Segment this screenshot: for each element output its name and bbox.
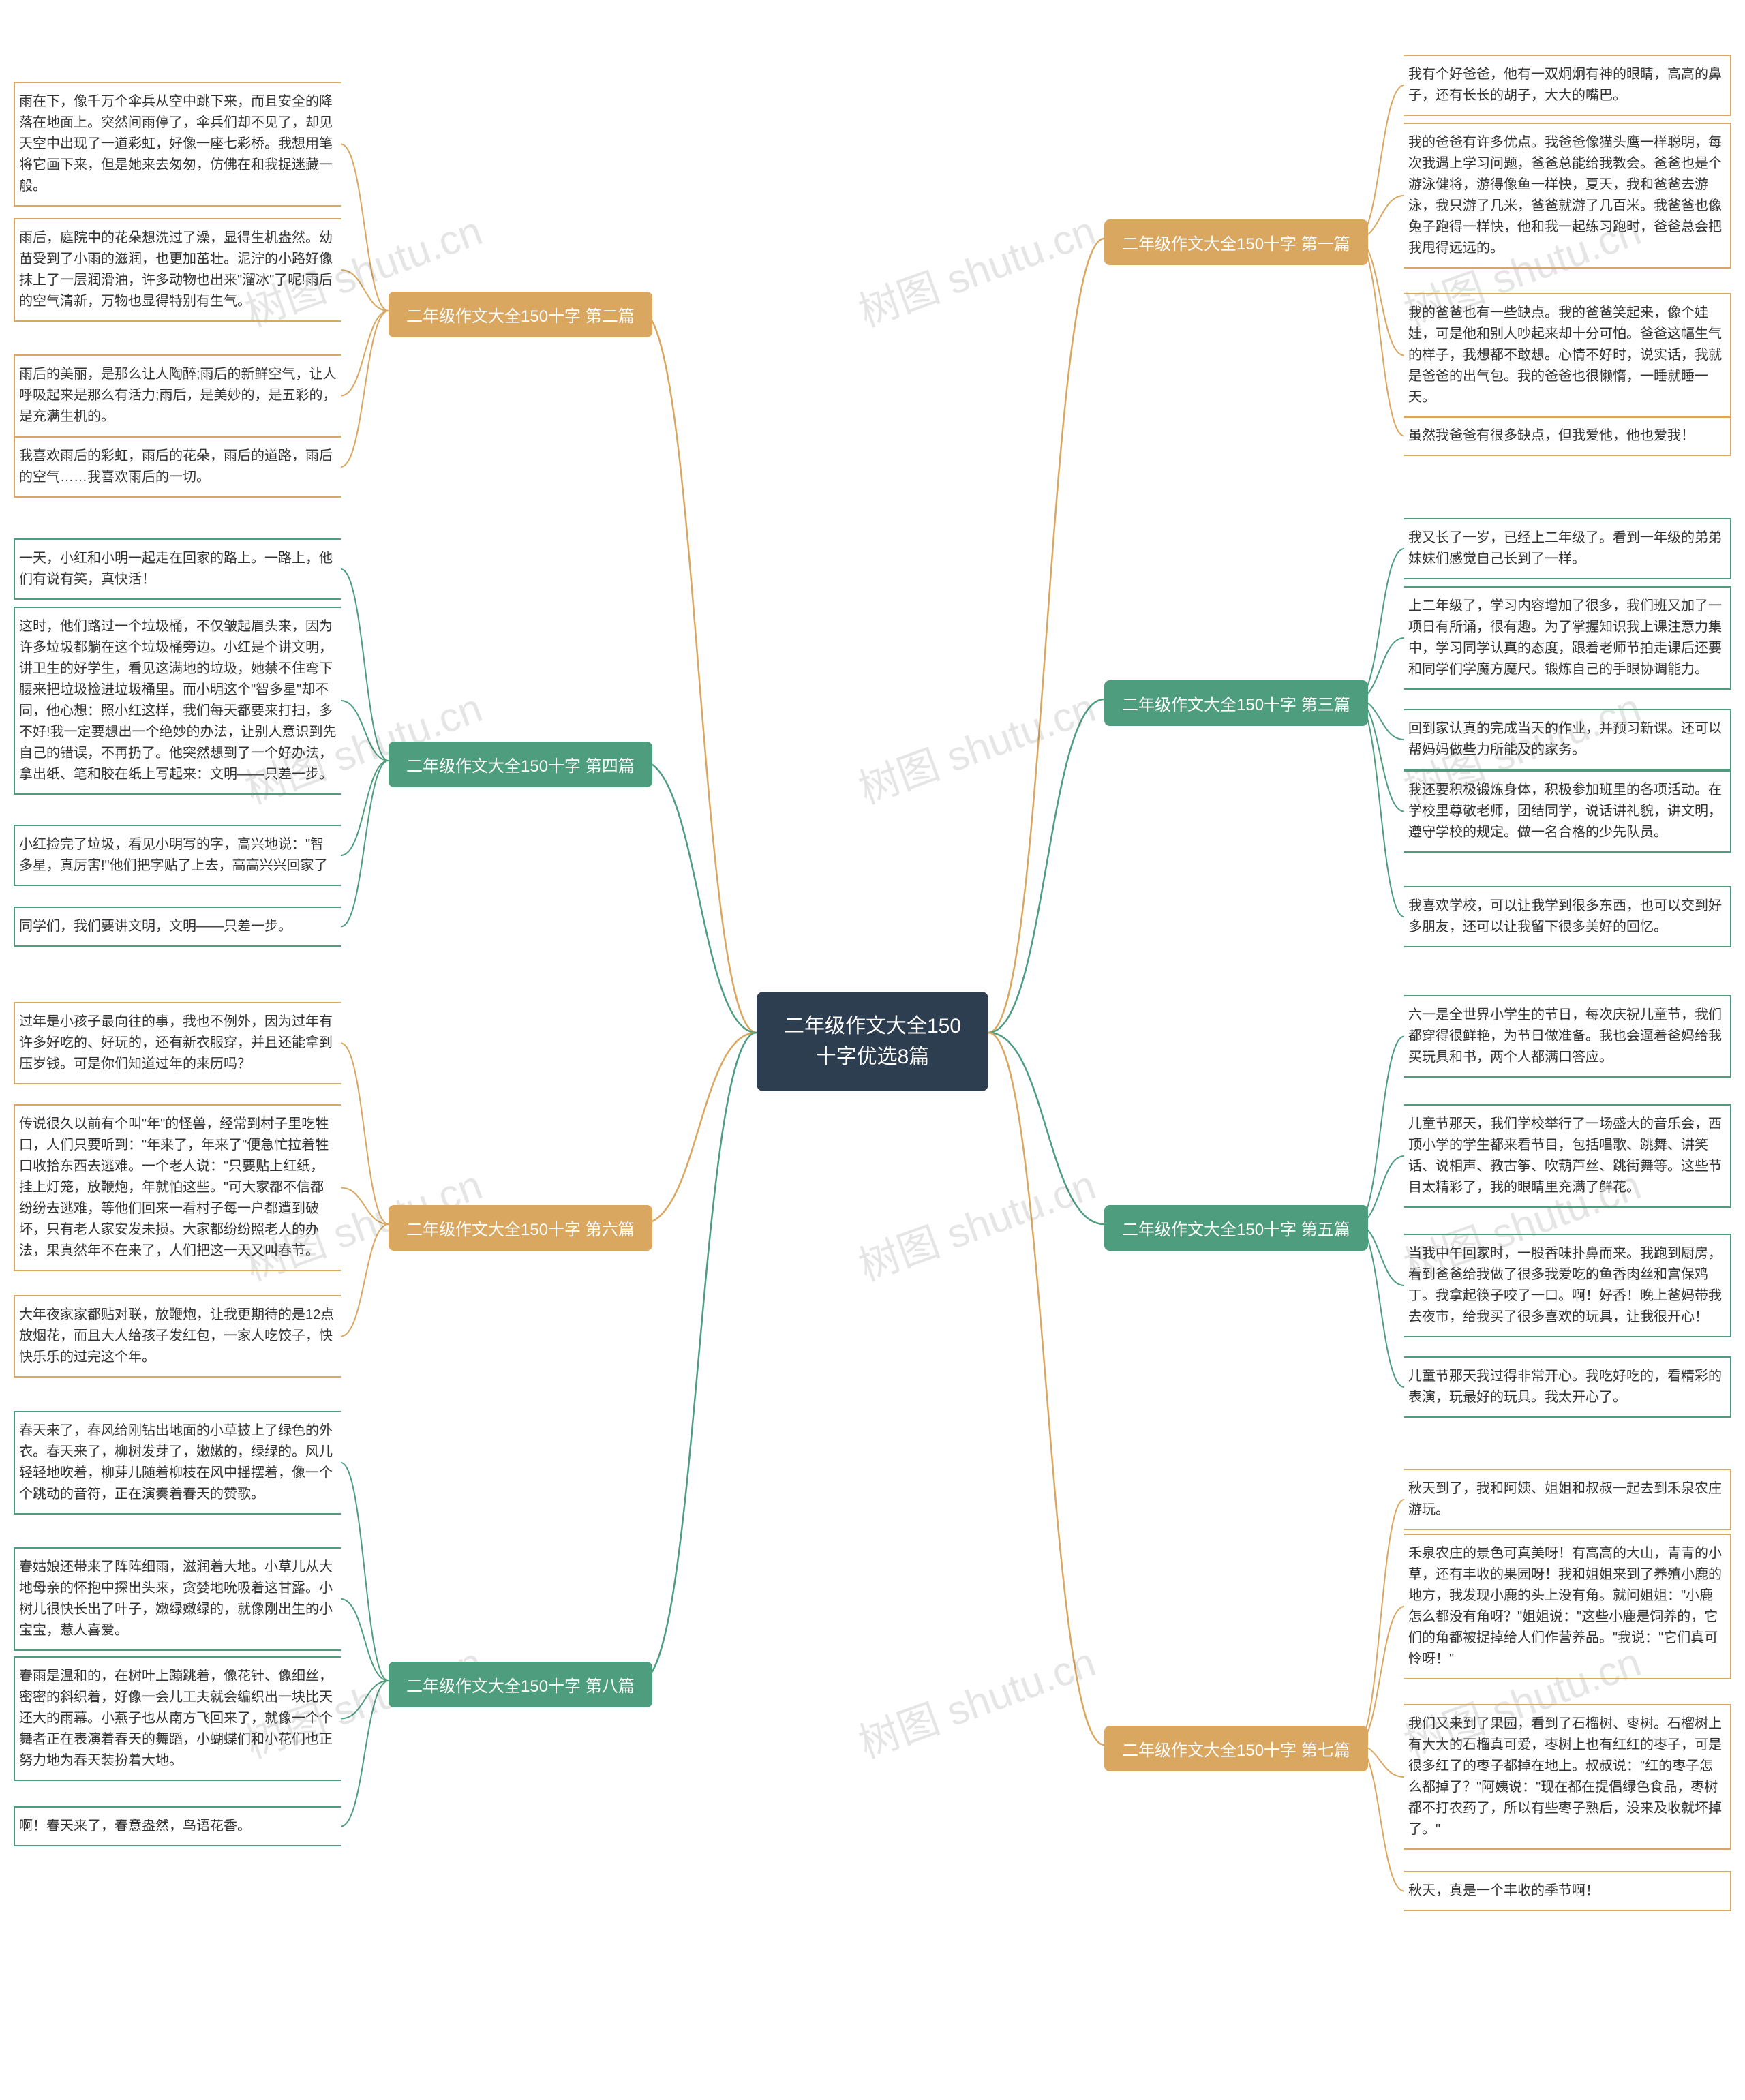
leaf-b4-1: 这时，他们路过一个垃圾桶，不仅皱起眉头来，因为许多垃圾都躺在这个垃圾桶旁边。小红… — [14, 607, 341, 795]
leaf-b2-0: 雨在下，像千万个伞兵从空中跳下来，而且安全的降落在地面上。突然间雨停了，伞兵们却… — [14, 82, 341, 207]
leaf-b3-1: 上二年级了，学习内容增加了很多，我们班又加了一项日有所诵，很有趣。为了掌握知识我… — [1404, 586, 1731, 690]
leaf-b2-2: 雨后的美丽，是那么让人陶醉;雨后的新鲜空气，让人呼吸起来是那么有活力;雨后，是美… — [14, 354, 341, 437]
branch-b4[interactable]: 二年级作文大全150十字 第四篇 — [389, 742, 652, 787]
leaf-b8-3: 啊！春天来了，春意盎然，鸟语花香。 — [14, 1806, 341, 1846]
leaf-b5-1: 儿童节那天，我们学校举行了一场盛大的音乐会，西顶小学的学生都来看节目，包括唱歌、… — [1404, 1104, 1731, 1208]
leaf-b6-0: 过年是小孩子最向往的事，我也不例外，因为过年有许多好吃的、好玩的，还有新衣服穿，… — [14, 1002, 341, 1084]
leaf-b2-3: 我喜欢雨后的彩虹，雨后的花朵，雨后的道路，雨后的空气……我喜欢雨后的一切。 — [14, 436, 341, 498]
leaf-b8-2: 春雨是温和的，在树叶上蹦跳着，像花针、像细丝，密密的斜织着，好像一会儿工夫就会编… — [14, 1656, 341, 1781]
branch-b6[interactable]: 二年级作文大全150十字 第六篇 — [389, 1205, 652, 1251]
leaf-b6-2: 大年夜家家都贴对联，放鞭炮，让我更期待的是12点放烟花，而且大人给孩子发红包，一… — [14, 1295, 341, 1378]
branch-b8[interactable]: 二年级作文大全150十字 第八篇 — [389, 1662, 652, 1707]
leaf-b4-2: 小红捡完了垃圾，看见小明写的字，高兴地说："智多星，真厉害!"他们把字贴了上去，… — [14, 825, 341, 886]
center-topic[interactable]: 二年级作文大全150十字优选8篇 — [757, 992, 988, 1091]
leaf-b3-2: 回到家认真的完成当天的作业，并预习新课。还可以帮妈妈做些力所能及的家务。 — [1404, 709, 1731, 770]
leaf-b5-0: 六一是全世界小学生的节日，每次庆祝儿童节，我们都穿得很鲜艳，为节日做准备。我也会… — [1404, 995, 1731, 1078]
leaf-b7-3: 秋天，真是一个丰收的季节啊！ — [1404, 1871, 1731, 1911]
leaf-b3-3: 我还要积极锻炼身体，积极参加班里的各项活动。在学校里尊敬老师，团结同学，说话讲礼… — [1404, 770, 1731, 853]
leaf-b5-3: 儿童节那天我过得非常开心。我吃好吃的，看精彩的表演，玩最好的玩具。我太开心了。 — [1404, 1356, 1731, 1418]
leaf-b3-0: 我又长了一岁，已经上二年级了。看到一年级的弟弟妹妹们感觉自己长到了一样。 — [1404, 518, 1731, 579]
leaf-b4-0: 一天，小红和小明一起走在回家的路上。一路上，他们有说有笑，真快活！ — [14, 538, 341, 600]
leaf-b7-0: 秋天到了，我和阿姨、姐姐和叔叔一起去到禾泉农庄游玩。 — [1404, 1469, 1731, 1530]
leaf-b1-3: 虽然我爸爸有很多缺点，但我爱他，他也爱我！ — [1404, 416, 1731, 456]
branch-b2[interactable]: 二年级作文大全150十字 第二篇 — [389, 292, 652, 337]
leaf-b4-3: 同学们，我们要讲文明，文明——只差一步。 — [14, 907, 341, 947]
leaf-b5-2: 当我中午回家时，一股香味扑鼻而来。我跑到厨房，看到爸爸给我做了很多我爱吃的鱼香肉… — [1404, 1234, 1731, 1337]
leaf-b1-0: 我有个好爸爸，他有一双炯炯有神的眼睛，高高的鼻子，还有长长的胡子，大大的嘴巴。 — [1404, 55, 1731, 116]
leaf-b2-1: 雨后，庭院中的花朵想洗过了澡，显得生机盎然。幼苗受到了小雨的滋润，也更加茁壮。泥… — [14, 218, 341, 322]
leaf-b1-2: 我的爸爸也有一些缺点。我的爸爸笑起来，像个娃娃，可是他和别人吵起来却十分可怕。爸… — [1404, 293, 1731, 418]
leaf-b6-1: 传说很久以前有个叫"年"的怪兽，经常到村子里吃牲口，人们只要听到："年来了，年来… — [14, 1104, 341, 1271]
leaf-b3-4: 我喜欢学校，可以让我学到很多东西，也可以交到好多朋友，还可以让我留下很多美好的回… — [1404, 886, 1731, 947]
leaf-b7-1: 禾泉农庄的景色可真美呀！有高高的大山，青青的小草，还有丰收的果园呀！我和姐姐来到… — [1404, 1534, 1731, 1679]
branch-b5[interactable]: 二年级作文大全150十字 第五篇 — [1104, 1205, 1368, 1251]
leaf-b1-1: 我的爸爸有许多优点。我爸爸像猫头鹰一样聪明，每次我遇上学习问题，爸爸总能给我教会… — [1404, 123, 1731, 269]
leaf-b8-0: 春天来了，春风给刚钻出地面的小草披上了绿色的外衣。春天来了，柳树发芽了，嫩嫩的，… — [14, 1411, 341, 1515]
branch-b1[interactable]: 二年级作文大全150十字 第一篇 — [1104, 219, 1368, 265]
leaf-b7-2: 我们又来到了果园，看到了石榴树、枣树。石榴树上有大大的石榴真可爱，枣树上也有红红… — [1404, 1704, 1731, 1850]
branch-b7[interactable]: 二年级作文大全150十字 第七篇 — [1104, 1726, 1368, 1771]
leaf-b8-1: 春姑娘还带来了阵阵细雨，滋润着大地。小草儿从大地母亲的怀抱中探出头来，贪婪地吮吸… — [14, 1547, 341, 1651]
branch-b3[interactable]: 二年级作文大全150十字 第三篇 — [1104, 680, 1368, 726]
